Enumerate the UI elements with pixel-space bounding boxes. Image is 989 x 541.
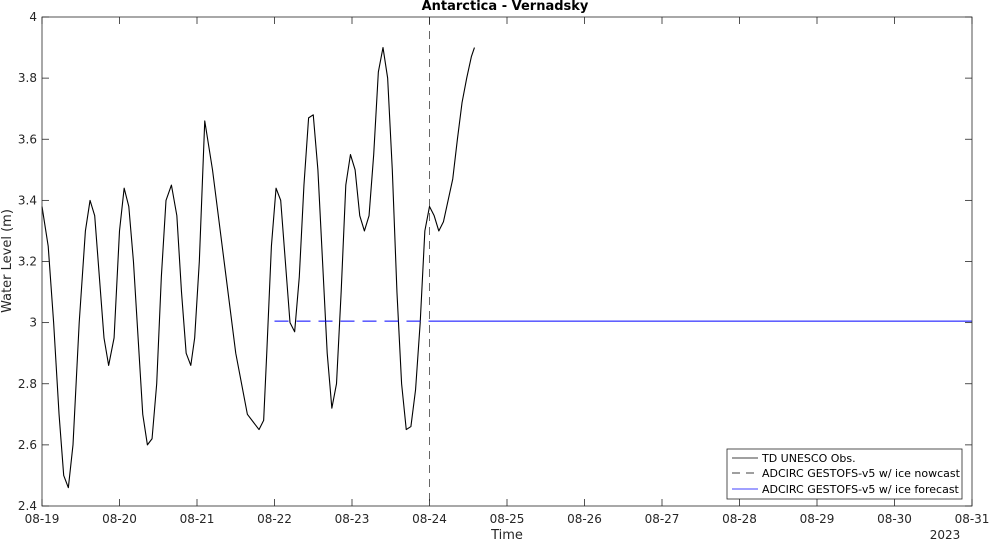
y-tick-label: 2.4 bbox=[18, 499, 37, 513]
x-tick-label: 08-26 bbox=[567, 512, 602, 526]
x-tick-label: 08-23 bbox=[335, 512, 370, 526]
plot-area bbox=[41, 16, 973, 507]
y-tick-label: 3.4 bbox=[18, 193, 37, 207]
y-tick-label: 3 bbox=[29, 316, 37, 330]
series-observed-line bbox=[41, 47, 475, 489]
legend-label-obs: TD UNESCO Obs. bbox=[761, 452, 856, 465]
chart-title: Antarctica - Vernadsky bbox=[422, 0, 589, 14]
x-tick-label: 08-31 bbox=[955, 512, 989, 526]
y-tick-label: 2.6 bbox=[18, 438, 37, 452]
x-axis: 08-19 08-20 08-21 08-22 08-23 08-24 08-25 08-26… bbox=[25, 17, 989, 526]
y-axis-title: Water Level (m) bbox=[0, 209, 15, 313]
legend-label-forecast: ADCIRC GESTOFS-v5 w/ ice forecast bbox=[762, 483, 960, 496]
x-tick-label: 08-27 bbox=[645, 512, 680, 526]
legend-box bbox=[726, 448, 963, 500]
x-tick-label: 08-24 bbox=[412, 512, 447, 526]
x-tick-label: 08-22 bbox=[257, 512, 292, 526]
y-tick-label: 3.6 bbox=[18, 132, 37, 146]
y-axis: 2.4 2.6 2.8 3 3.2 3.4 3.6 3.8 4 bbox=[18, 10, 972, 513]
x-tick-label: 08-20 bbox=[102, 512, 137, 526]
x-year-label: 2023 bbox=[930, 528, 961, 541]
legend: TD UNESCO Obs. ADCIRC GESTOFS-v5 w/ ice … bbox=[726, 448, 963, 500]
legend-label-nowcast: ADCIRC GESTOFS-v5 w/ ice nowcast bbox=[762, 467, 961, 480]
x-axis-title: Time bbox=[490, 528, 523, 541]
x-tick-label: 08-21 bbox=[180, 512, 215, 526]
y-tick-label: 3.8 bbox=[18, 71, 37, 85]
plot-background bbox=[42, 17, 972, 506]
x-tick-label: 08-29 bbox=[800, 512, 835, 526]
x-tick-label: 08-28 bbox=[722, 512, 757, 526]
x-tick-label: 08-30 bbox=[877, 512, 912, 526]
x-tick-label: 08-19 bbox=[25, 512, 60, 526]
x-tick-label: 08-25 bbox=[490, 512, 525, 526]
y-tick-label: 3.2 bbox=[18, 255, 37, 269]
y-tick-label: 2.8 bbox=[18, 377, 37, 391]
y-tick-label: 4 bbox=[29, 10, 37, 24]
